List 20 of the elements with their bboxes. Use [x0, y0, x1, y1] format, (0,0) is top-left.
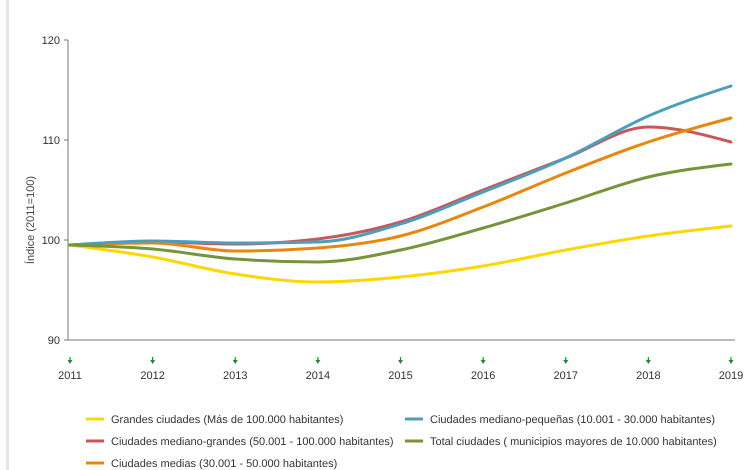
legend-label: Ciudades medias (30.001 - 50.000 habitantes)	[111, 458, 338, 470]
y-tick-label: 100	[42, 234, 60, 247]
x-tick-label: 2013	[223, 370, 248, 382]
legend-label: Grandes ciudades (Más de 100.000 habitantes)	[111, 414, 344, 426]
y-tick-label: 120	[42, 34, 60, 47]
x-tick-label: 2014	[306, 370, 330, 382]
legend-label: Total ciudades ( municipios mayores de 10.000 habitantes)	[430, 436, 717, 448]
x-tick-label: 2015	[388, 370, 413, 382]
x-tick-label: 2011	[58, 370, 82, 382]
x-tick-label: 2016	[470, 370, 496, 382]
y-axis-title: Índice (2011=100)	[24, 176, 37, 264]
x-tick-label: 2018	[636, 370, 661, 382]
line-series	[68, 162, 732, 264]
x-tick-label: 2019	[718, 370, 744, 382]
legend-label: Ciudades mediano-pequeñas (10.001 - 30.000 habitantes)	[430, 414, 715, 426]
y-tick-label: 90	[48, 334, 60, 347]
x-tick-label: 2012	[140, 370, 165, 382]
x-tick-label: 2017	[554, 370, 578, 382]
y-tick-label: 110	[42, 134, 60, 147]
legend-label: Ciudades mediano-grandes (50.001 - 100.000 habitantes)	[111, 436, 394, 448]
